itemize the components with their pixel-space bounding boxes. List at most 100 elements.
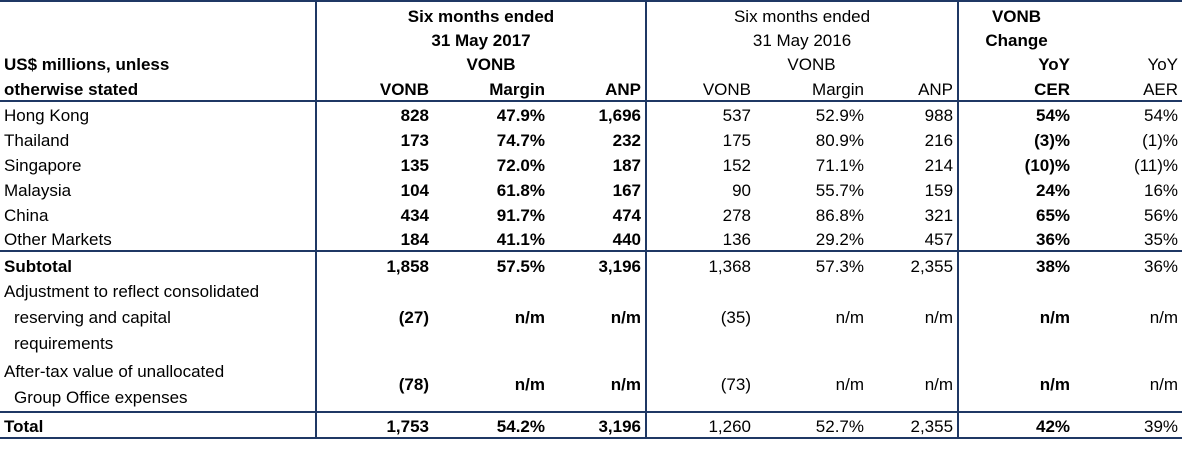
vonb-2016: (35) (645, 277, 755, 359)
vonb-2016: 1,260 (645, 411, 755, 439)
anp-2016: 2,355 (868, 411, 959, 439)
header-2017-date: 31 May 2017 (315, 27, 646, 51)
row-label-line: Group Office expenses (14, 388, 188, 407)
anp-2017: n/m (610, 308, 641, 327)
vonb-2017: 135 (315, 151, 433, 176)
vonb-2017: 104 (315, 176, 433, 201)
yoy-aer: (11)% (1133, 156, 1179, 175)
anp-2017: 3,196 (549, 411, 646, 439)
table-row: Other Markets 184 41.1% 440 136 29.2% 45… (0, 226, 1182, 251)
margin-2016: n/m (835, 375, 864, 394)
anp-2017: 474 (612, 206, 641, 225)
header-2016-vonb-top: VONB (787, 55, 836, 74)
row-label-line: After-tax value of unallocated (4, 362, 225, 381)
header-unit-label-2: otherwise stated (0, 75, 316, 102)
anp-2016: 988 (924, 106, 954, 125)
vonb-2017: 1,753 (315, 411, 433, 439)
anp-2017: n/m (610, 375, 641, 394)
header-2016-date: 31 May 2016 (644, 27, 959, 51)
vonb-table: Six months ended Six months ended VONB 3… (0, 0, 1182, 439)
row-label: Hong Kong (4, 106, 90, 125)
header-change-spacer (1074, 0, 1182, 27)
anp-2016: n/m (924, 308, 954, 327)
header-col-anp-2016: ANP (868, 75, 959, 102)
anp-2017: 440 (612, 230, 641, 249)
row-label: Other Markets (4, 230, 112, 249)
yoy-cer: n/m (957, 359, 1075, 412)
anp-2017: 232 (612, 131, 641, 150)
header-unit-label-1: US$ millions, unless (4, 55, 170, 74)
yoy-aer: 16% (1144, 181, 1179, 200)
header-unit-spacer (0, 0, 316, 27)
header-yoy-aer-top: YoY (1147, 55, 1179, 74)
yoy-cer: 24% (957, 176, 1075, 201)
yoy-cer: n/m (957, 277, 1075, 359)
table-row: Hong Kong 828 47.9% 1,696 537 52.9% 988 … (0, 101, 1182, 126)
vonb-2017: 173 (315, 126, 433, 151)
margin-2017: 91.7% (496, 206, 545, 225)
yoy-aer: 35% (1144, 230, 1179, 249)
header-row-1: Six months ended Six months ended VONB (0, 0, 1182, 27)
table-row: Malaysia 104 61.8% 167 90 55.7% 159 24% … (0, 176, 1182, 201)
yoy-cer: (3)% (957, 126, 1075, 151)
row-label: After-tax value of unallocated Group Off… (0, 359, 316, 412)
yoy-cer: 36% (957, 226, 1075, 251)
anp-2017: 1,696 (598, 106, 641, 125)
yoy-aer: 56% (1144, 206, 1179, 225)
header-col-vonb-2016: VONB (645, 75, 755, 102)
anp-2016: 457 (924, 230, 954, 249)
yoy-cer: 54% (957, 101, 1075, 126)
table-row: Thailand 173 74.7% 232 175 80.9% 216 (3)… (0, 126, 1182, 151)
anp-2017: 187 (612, 156, 641, 175)
margin-2016: 52.9% (815, 106, 864, 125)
header-row-4: otherwise stated VONB Margin ANP VONB Ma… (0, 75, 1182, 102)
vonb-2017: 434 (315, 201, 433, 226)
yoy-aer: 54% (1144, 106, 1179, 125)
yoy-aer: 36% (1074, 250, 1182, 277)
margin-2017: 54.2% (433, 411, 549, 439)
margin-2017: 61.8% (496, 181, 545, 200)
yoy-cer: 65% (957, 201, 1075, 226)
vonb-2016: 136 (645, 226, 755, 251)
yoy-aer: n/m (1149, 375, 1179, 394)
yoy-cer: (10)% (957, 151, 1075, 176)
vonb-2017: 184 (315, 226, 433, 251)
anp-2016: 159 (924, 181, 954, 200)
vonb-2017: 1,858 (315, 250, 433, 277)
header-col-margin-2016: Margin (755, 75, 868, 102)
row-label-line: requirements (14, 334, 114, 353)
margin-2017: 57.5% (433, 250, 549, 277)
header-row-3: US$ millions, unless VONB VONB YoY YoY (0, 51, 1182, 75)
row-label: Subtotal (0, 250, 316, 277)
margin-2016: 52.7% (755, 411, 868, 439)
margin-2017: 72.0% (496, 156, 545, 175)
adjustment-row: Adjustment to reflect consolidated reser… (0, 277, 1182, 359)
yoy-cer: 38% (957, 250, 1075, 277)
row-label: Total (0, 411, 316, 439)
vonb-2017: 828 (315, 101, 433, 126)
row-label-line: reserving and capital (14, 308, 171, 327)
vonb-2016: 152 (645, 151, 755, 176)
group-office-row: After-tax value of unallocated Group Off… (0, 359, 1182, 412)
margin-2017: n/m (514, 308, 545, 327)
margin-2017: 41.1% (496, 230, 545, 249)
header-yoy-cer-top: YoY (957, 51, 1075, 75)
row-label: Adjustment to reflect consolidated reser… (0, 277, 316, 359)
header-2017-vonb-top: VONB (466, 55, 516, 74)
yoy-aer: (1)% (1142, 131, 1179, 150)
margin-2016: n/m (835, 308, 864, 327)
anp-2016: 214 (924, 156, 954, 175)
vonb-2016: 537 (645, 101, 755, 126)
header-col-vonb-2017: VONB (315, 75, 433, 102)
anp-2016: 321 (924, 206, 954, 225)
margin-2016: 80.9% (815, 131, 864, 150)
margin-2016: 57.3% (755, 250, 868, 277)
header-change-title: VONB (957, 0, 1075, 27)
vonb-2016: 90 (645, 176, 755, 201)
header-2016-period: Six months ended (644, 0, 959, 27)
anp-2016: 2,355 (868, 250, 959, 277)
vonb-2016: 1,368 (645, 250, 755, 277)
vonb-2017: (27) (315, 277, 433, 359)
yoy-aer: 39% (1074, 411, 1182, 439)
